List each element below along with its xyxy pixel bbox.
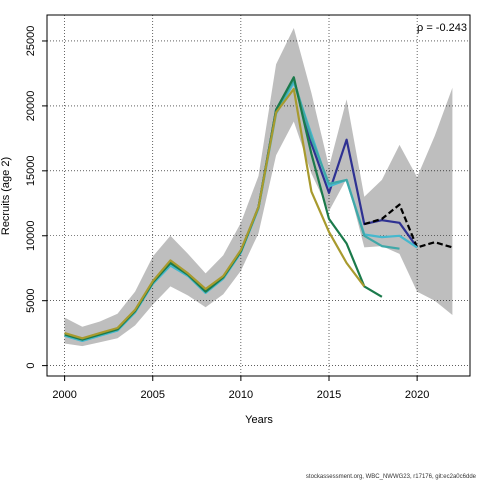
x-tick-label: 2010 bbox=[229, 389, 253, 401]
x-tick-label: 2005 bbox=[141, 389, 165, 401]
x-axis-title: Years bbox=[245, 414, 273, 426]
grid-layer bbox=[47, 15, 470, 376]
plot-frame bbox=[46, 14, 471, 377]
y-tick-label: 20000 bbox=[25, 91, 37, 122]
x-tick-label: 2000 bbox=[52, 389, 76, 401]
series-line-6 bbox=[64, 87, 366, 340]
series-line-2 bbox=[363, 203, 453, 249]
confidence-band-layer bbox=[64, 28, 453, 347]
y-tick-label: 5000 bbox=[25, 288, 37, 312]
y-tick-label: 0 bbox=[25, 363, 37, 369]
footer-credit: stockassessment.org, WBC_NWWG23, r17176,… bbox=[306, 474, 477, 480]
confidence-band bbox=[64, 28, 453, 347]
y-tick-label: 15000 bbox=[25, 156, 37, 187]
series-layer bbox=[64, 76, 453, 342]
rho-annotation: ρ = -0.243 bbox=[417, 22, 467, 34]
x-tick-label: 2015 bbox=[317, 389, 341, 401]
axis-layer: 2000 2005 2010 2015 2020 0 5000 10000 15000 20000… bbox=[25, 26, 429, 401]
y-tick-label: 10000 bbox=[25, 220, 37, 251]
y-tick-label: 25000 bbox=[25, 26, 37, 57]
y-axis-title: Recruits (age 2) bbox=[0, 157, 12, 235]
x-tick-label: 2020 bbox=[405, 389, 429, 401]
